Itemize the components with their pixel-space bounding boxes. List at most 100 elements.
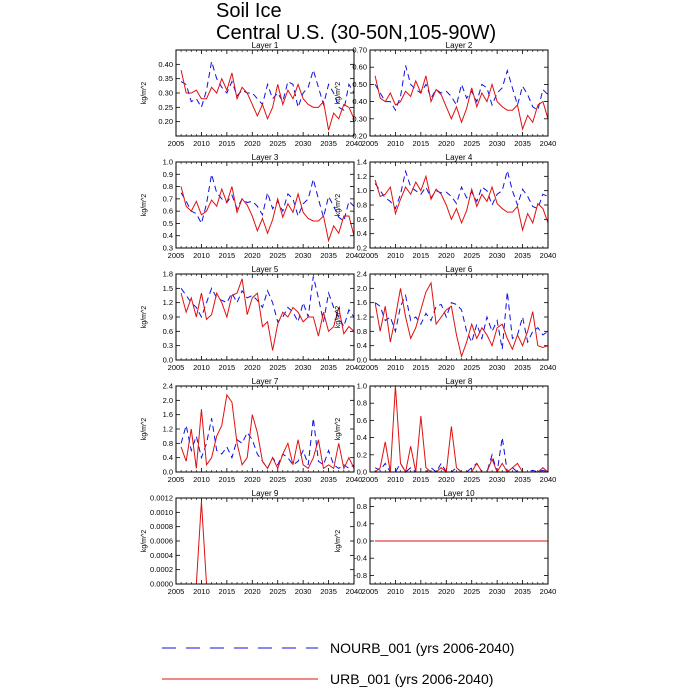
x-tick-label: 2035: [320, 363, 337, 372]
y-tick-label: 2.0: [163, 396, 173, 405]
y-tick-label: 0.6: [163, 207, 173, 216]
y-tick-label: 0.6: [357, 215, 367, 224]
y-tick-label: 2.4: [163, 382, 173, 391]
panel-9: Layer 9 kg/m^2 2005 2010 2015 2020 2025 2030 203…: [141, 489, 362, 596]
x-tick-label: 2020: [438, 363, 455, 372]
panel-2: Layer 2 kg/m^2 2005 2010 2015 2020 2025 2030 203…: [335, 41, 556, 148]
x-tick-label: 2025: [269, 251, 286, 260]
y-tick-label: 0.8: [357, 399, 367, 408]
panel-title: Layer 9: [252, 489, 279, 498]
x-tick-label: 2025: [269, 587, 286, 596]
y-axis-label: kg/m^2: [141, 82, 148, 104]
x-tick-label: 2040: [540, 475, 557, 484]
chart-title: Soil Ice: [216, 0, 282, 22]
x-tick-label: 2035: [320, 475, 337, 484]
y-tick-label: 0.40: [352, 97, 367, 106]
y-tick-label: 1.2: [357, 172, 367, 181]
x-tick-label: 2010: [193, 139, 210, 148]
x-tick-label: 2035: [514, 251, 531, 260]
x-tick-label: 2015: [413, 475, 430, 484]
panel-title: Layer 10: [443, 489, 475, 498]
y-tick-label: 0.8: [357, 502, 367, 511]
y-tick-label: 0.6: [163, 327, 173, 336]
x-tick-label: 2035: [514, 587, 531, 596]
x-tick-label: 2010: [193, 587, 210, 596]
x-tick-label: 2020: [244, 363, 261, 372]
x-tick-label: 2035: [320, 139, 337, 148]
series-line-nourb: [180, 418, 355, 470]
plot-frame: [175, 497, 355, 585]
y-tick-label: 1.2: [163, 298, 173, 307]
series-line-urb: [180, 278, 355, 351]
panel-title: Layer 6: [446, 265, 473, 274]
y-axis-label: kg/m^2: [335, 194, 342, 216]
plot-frame: [369, 385, 549, 473]
y-tick-label: 0.4: [163, 231, 173, 240]
y-axis-label: kg/m^2: [141, 194, 148, 216]
x-tick-label: 2030: [295, 587, 312, 596]
y-tick-label: 0.30: [352, 114, 367, 123]
x-tick-label: 2010: [387, 587, 404, 596]
y-tick-label: 0.0010: [150, 508, 173, 517]
series-line-urb: [180, 69, 355, 131]
series-line-urb: [180, 186, 355, 243]
y-tick-label: 0.2: [357, 244, 367, 253]
panel-title: Layer 2: [446, 41, 473, 50]
x-tick-label: 2040: [540, 587, 557, 596]
y-tick-label: 1.8: [163, 270, 173, 279]
chart-subtitle: Central U.S. (30-50N,105-90W): [216, 22, 497, 44]
x-tick-label: 2020: [438, 587, 455, 596]
y-tick-label: 0.40: [158, 60, 173, 69]
y-tick-label: 0.35: [158, 74, 173, 83]
series-line-nourb: [180, 61, 355, 111]
x-tick-label: 2030: [489, 139, 506, 148]
x-tick-label: 2035: [514, 139, 531, 148]
x-tick-label: 2035: [320, 251, 337, 260]
x-tick-label: 2015: [219, 587, 236, 596]
x-tick-label: 2020: [438, 475, 455, 484]
y-tick-label: 0.0: [357, 537, 367, 546]
x-tick-label: 2025: [269, 363, 286, 372]
series-line-nourb: [374, 169, 549, 210]
plot-frame: [369, 161, 549, 249]
plot-frame: [175, 161, 355, 249]
x-tick-label: 2025: [463, 587, 480, 596]
x-tick-label: 2005: [168, 475, 185, 484]
y-tick-label: 1.2: [357, 313, 367, 322]
y-tick-label: 2.4: [357, 270, 367, 279]
x-tick-label: 2010: [387, 363, 404, 372]
x-tick-label: 2035: [320, 587, 337, 596]
x-tick-label: 2040: [540, 251, 557, 260]
x-tick-label: 2040: [346, 587, 363, 596]
y-tick-label: 0.50: [352, 80, 367, 89]
y-tick-label: 0.0: [357, 468, 367, 477]
plot-frame: [175, 273, 355, 361]
y-tick-label: 1.0: [357, 382, 367, 391]
x-tick-label: 2015: [219, 139, 236, 148]
y-tick-label: 0.4: [163, 453, 173, 462]
y-tick-label: 0.20: [158, 117, 173, 126]
y-tick-label: 0.4: [357, 341, 367, 350]
y-axis-label: kg/m^2: [335, 82, 342, 104]
y-tick-label: 0.2: [357, 450, 367, 459]
panel-4: Layer 4 kg/m^2 2005 2010 2015 2020 2025 2030 203…: [335, 153, 556, 260]
series-line-urb: [180, 393, 355, 470]
x-tick-label: 2015: [413, 363, 430, 372]
x-tick-label: 2020: [244, 587, 261, 596]
x-tick-label: 2020: [244, 475, 261, 484]
x-tick-label: 2015: [219, 251, 236, 260]
panel-8: Layer 8 kg/m^2 2005 2010 2015 2020 2025 2030 203…: [335, 377, 556, 484]
y-tick-label: 0.0: [357, 356, 367, 365]
panel-5: Layer 5 kg/m^2 2005 2010 2015 2020 2025 2030 203…: [141, 265, 362, 372]
y-tick-label: 0.9: [163, 170, 173, 179]
series-line-urb: [181, 501, 354, 585]
legend-item: URB_001 (yrs 2006-2040): [162, 671, 493, 687]
y-tick-label: 0.0004: [150, 551, 173, 560]
x-tick-label: 2020: [438, 251, 455, 260]
y-tick-label: 0.0006: [150, 537, 173, 546]
y-axis-label: kg/m^2: [141, 306, 148, 328]
y-axis-label: kg/m^2: [335, 530, 342, 552]
series-line-nourb: [374, 437, 549, 473]
panel-title: Layer 5: [252, 265, 279, 274]
y-tick-label: 1.2: [163, 425, 173, 434]
